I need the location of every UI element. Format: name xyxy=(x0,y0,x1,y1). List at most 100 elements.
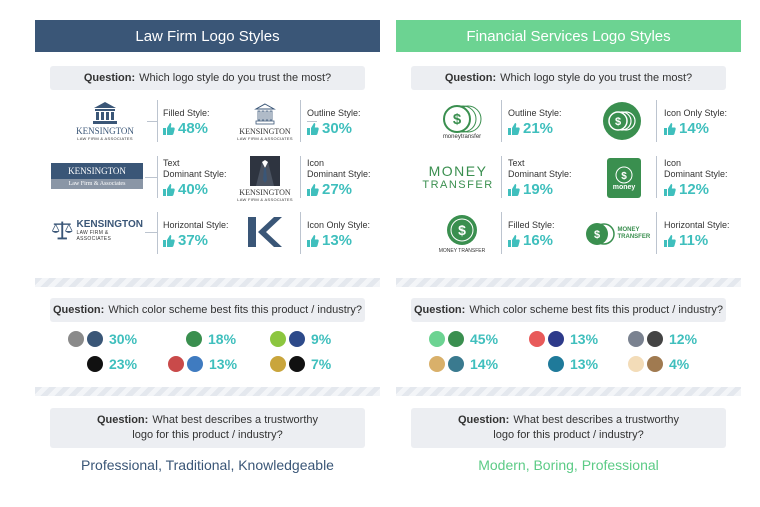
stat-label: Filled Style: xyxy=(163,108,210,118)
logo-subtext: TRANSFER xyxy=(422,179,494,191)
color-swatch xyxy=(87,331,103,347)
thumbs-up-icon xyxy=(664,122,676,135)
scheme-percent: 45% xyxy=(470,331,499,347)
financial-answer: Modern, Boring, Professional xyxy=(478,457,659,473)
k-monogram-icon xyxy=(248,217,282,247)
stat-horizontal: Horizontal Style: 37% xyxy=(163,220,229,249)
color-swatch xyxy=(628,356,644,372)
section-divider xyxy=(396,278,741,287)
law-q2-box: Question: Which color scheme best fits t… xyxy=(50,298,365,322)
stat-label: Text xyxy=(508,158,525,168)
fin-logo-outline: $ moneytransfer xyxy=(432,100,492,144)
color-swatch xyxy=(429,356,445,372)
q3-prefix: Question: xyxy=(457,414,510,426)
scheme-percent: 23% xyxy=(109,356,138,372)
financial-column: Financial Services Logo Styles Question:… xyxy=(396,20,741,473)
q1-text: Which logo style do you trust the most? xyxy=(139,72,332,84)
color-scheme-item: 7% xyxy=(270,356,331,372)
logo-subtext: LAW FIRM & ASSOCIATES xyxy=(237,197,293,202)
color-scheme-item: 13% xyxy=(529,331,598,347)
thumbs-up-icon xyxy=(508,183,520,196)
divider xyxy=(501,100,502,142)
logo-subtext: Law Firm & Associates xyxy=(51,179,143,189)
color-scheme-item: 4% xyxy=(628,356,689,372)
thumbs-up-icon xyxy=(163,183,175,196)
color-swatch xyxy=(448,356,464,372)
stat-label: Outline Style: xyxy=(307,108,361,118)
law-q3-box: Question: What best describes a trustwort… xyxy=(50,408,365,448)
svg-text:$: $ xyxy=(453,111,462,128)
scheme-percent: 13% xyxy=(570,356,599,372)
color-scheme-item: 23% xyxy=(87,356,137,372)
fin-q1-box: Question: Which logo style do you trust … xyxy=(411,66,726,90)
logo-wordmark: MONEY TRANSFER xyxy=(617,227,651,240)
stat-label: Dominant Style: xyxy=(664,169,728,179)
color-swatch xyxy=(647,356,663,372)
stat-label: Filled Style: xyxy=(508,220,555,230)
connector xyxy=(307,121,317,122)
thumbs-up-icon xyxy=(664,183,676,196)
dollar-coin-icon: $ xyxy=(615,166,633,183)
thumbs-up-icon xyxy=(163,122,175,135)
color-swatch xyxy=(548,356,564,372)
law-firm-column: Law Firm Logo Styles Question: Which log… xyxy=(35,20,380,473)
scheme-percent: 7% xyxy=(311,356,332,372)
scheme-percent: 4% xyxy=(669,356,690,372)
courthouse-icon xyxy=(254,103,276,125)
stat-label: Icon Only Style: xyxy=(307,220,371,230)
stat-label: Horizontal Style: xyxy=(664,220,730,230)
stat-label: Horizontal Style: xyxy=(163,220,229,230)
svg-text:$: $ xyxy=(593,229,599,241)
divider xyxy=(300,212,301,254)
q1-text: Which logo style do you trust the most? xyxy=(500,72,693,84)
thumbs-up-icon xyxy=(307,183,319,196)
stat-value: 19% xyxy=(508,181,572,198)
q1-prefix: Question: xyxy=(83,72,136,84)
law-logo-horizontal: KENSINGTON LAW FIRM & ASSOCIATES xyxy=(51,216,143,244)
logo-wordmark: KENSINGTON xyxy=(239,127,291,136)
q3-text: What best describes a trustworthy xyxy=(513,414,680,426)
q1-prefix: Question: xyxy=(444,72,497,84)
color-scheme-item: 13% xyxy=(548,356,598,372)
stat-label: Icon Only Style: xyxy=(664,108,728,118)
svg-text:$: $ xyxy=(615,116,621,128)
stat-icon-dominant: Icon Dominant Style: 12% xyxy=(664,158,728,198)
q3-text: logo for this product / industry? xyxy=(132,429,283,441)
dollar-coin-icon: $ xyxy=(447,215,477,245)
thumbs-up-icon xyxy=(664,234,676,247)
stat-text-dominant: Text Dominant Style: 40% xyxy=(163,158,227,198)
divider xyxy=(157,156,158,198)
scheme-percent: 18% xyxy=(208,331,237,347)
fin-logo-horizontal: $ MONEY TRANSFER xyxy=(584,220,650,248)
stat-icon-dominant: Icon Dominant Style: 27% xyxy=(307,158,371,198)
q2-prefix: Question: xyxy=(52,304,105,316)
logo-subtext: LAW FIRM & ASSOCIATES xyxy=(77,135,133,141)
scheme-percent: 9% xyxy=(311,331,332,347)
dollar-coin-icon: $ xyxy=(585,223,615,245)
logo-wordmark: moneytransfer xyxy=(442,134,482,140)
scheme-percent: 14% xyxy=(470,356,499,372)
scheme-percent: 30% xyxy=(109,331,138,347)
law-firm-header: Law Firm Logo Styles xyxy=(35,20,380,52)
color-swatch xyxy=(628,331,644,347)
scheme-percent: 13% xyxy=(570,331,599,347)
icon-dominant-tile: $ money xyxy=(607,158,641,198)
q2-prefix: Question: xyxy=(413,304,466,316)
section-divider xyxy=(35,387,380,396)
divider xyxy=(656,212,657,254)
stat-outline: Outline Style: 21% xyxy=(508,108,562,137)
color-swatch xyxy=(529,331,545,347)
fin-logo-text-dominant: MONEY TRANSFER xyxy=(416,160,500,194)
law-answer: Professional, Traditional, Knowledgeable xyxy=(81,457,334,473)
connector xyxy=(145,177,157,178)
fin-logo-icon-only: $ xyxy=(601,100,643,142)
stat-label: Dominant Style: xyxy=(163,169,227,179)
q3-text: logo for this product / industry? xyxy=(493,429,644,441)
stat-value: 14% xyxy=(664,120,727,137)
section-divider xyxy=(396,387,741,396)
color-swatch xyxy=(647,331,663,347)
stat-value: 11% xyxy=(664,232,730,249)
logo-wordmark: KENSINGTON xyxy=(239,188,291,197)
divider xyxy=(501,212,502,254)
color-scheme-item: 9% xyxy=(270,331,331,347)
